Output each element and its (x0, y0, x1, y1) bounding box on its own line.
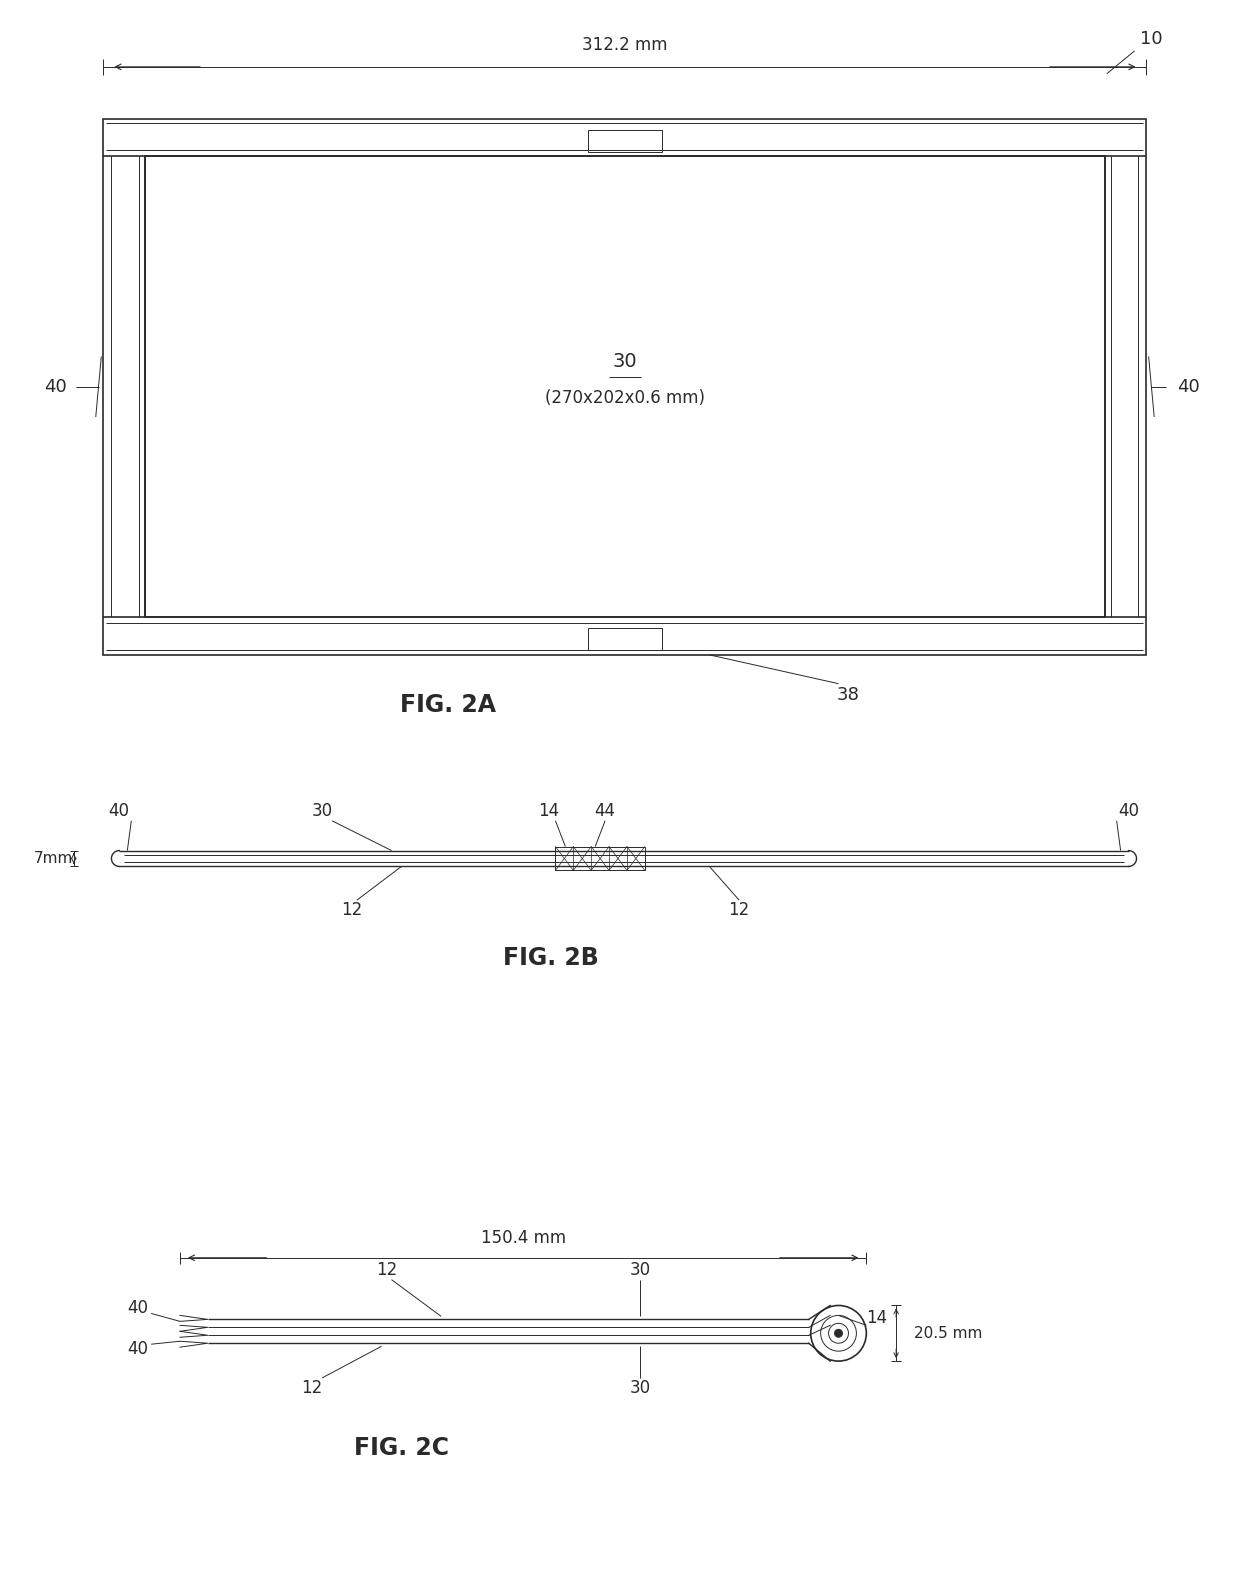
Text: 312.2 mm: 312.2 mm (583, 36, 667, 53)
Text: 40: 40 (108, 802, 129, 821)
Bar (145, 157, 1105, 617)
Text: 30: 30 (630, 1261, 651, 1279)
Text: 12: 12 (729, 901, 750, 919)
Circle shape (835, 1329, 842, 1337)
Text: 30: 30 (613, 353, 637, 372)
Text: 40: 40 (128, 1340, 149, 1359)
Text: 12: 12 (301, 1379, 322, 1396)
Text: FIG. 2A: FIG. 2A (399, 692, 496, 717)
Text: 44: 44 (595, 802, 615, 821)
Bar (588, 628, 662, 650)
Bar (103, 119, 1147, 654)
Bar (588, 130, 662, 152)
Text: FIG. 2C: FIG. 2C (353, 1436, 449, 1459)
Text: 20.5 mm: 20.5 mm (914, 1326, 982, 1341)
Text: 40: 40 (1118, 802, 1140, 821)
Text: 10: 10 (1140, 30, 1163, 49)
Bar (556, 847, 645, 871)
Text: 12: 12 (376, 1261, 397, 1279)
Text: 30: 30 (311, 802, 332, 821)
Text: 14: 14 (867, 1310, 888, 1327)
Text: 38: 38 (837, 686, 859, 703)
Text: (270x202x0.6 mm): (270x202x0.6 mm) (544, 389, 706, 406)
Text: 40: 40 (128, 1299, 149, 1318)
Text: 150.4 mm: 150.4 mm (481, 1229, 565, 1247)
Text: 14: 14 (538, 802, 559, 821)
Text: 40: 40 (45, 378, 67, 395)
Text: 7mm: 7mm (35, 850, 73, 866)
Text: 40: 40 (1177, 378, 1199, 395)
Text: 30: 30 (630, 1379, 651, 1396)
Text: FIG. 2B: FIG. 2B (502, 946, 599, 970)
Text: 12: 12 (341, 901, 362, 919)
